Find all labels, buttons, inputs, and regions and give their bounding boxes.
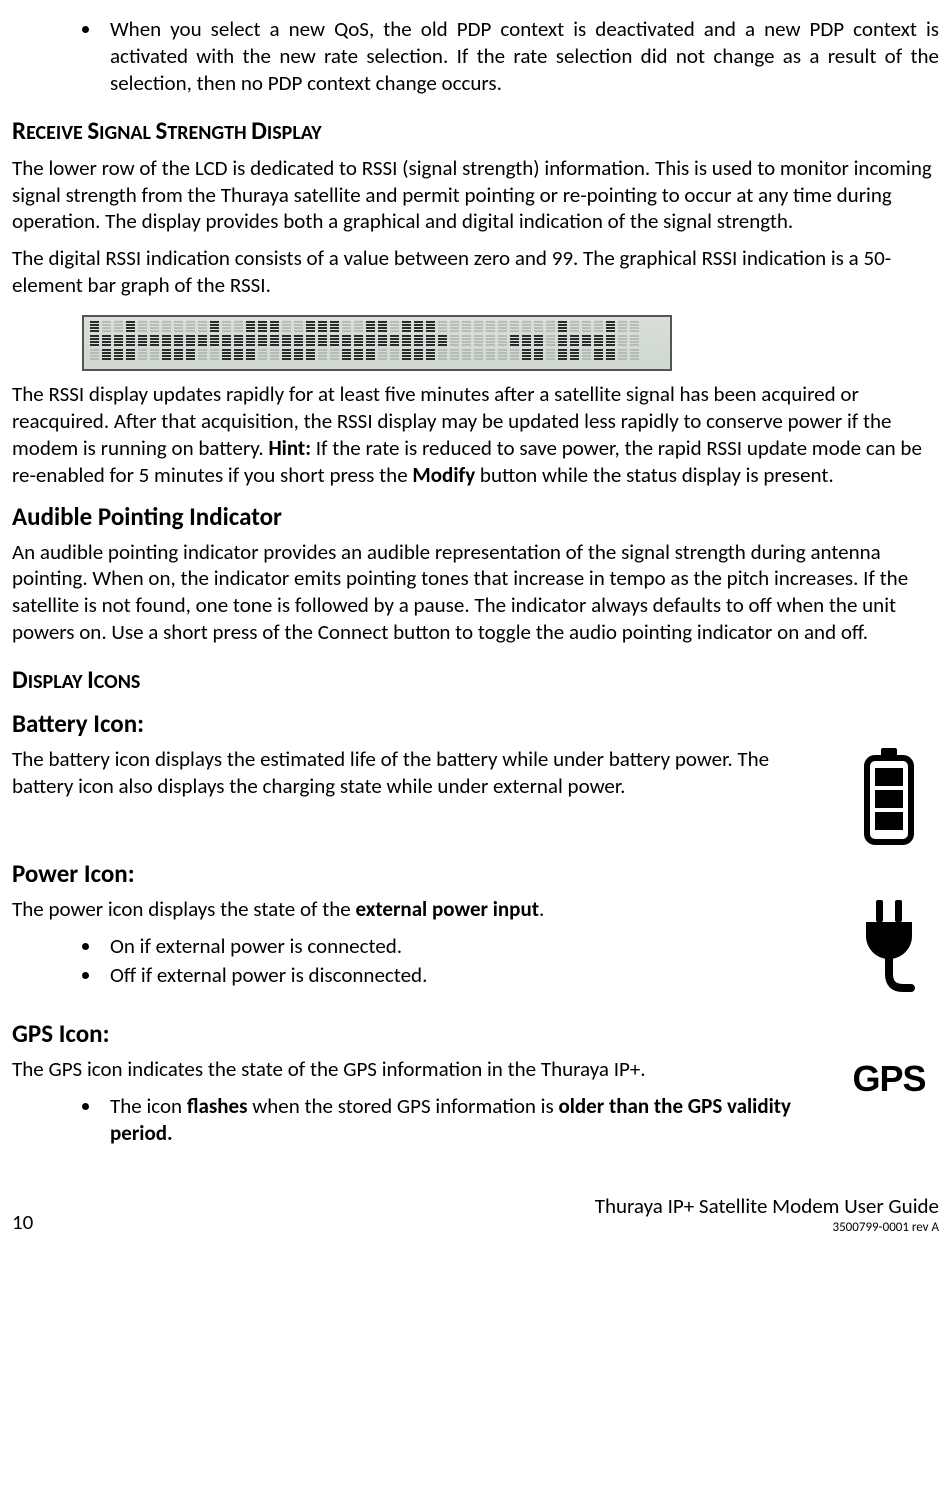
battery-icon	[859, 746, 919, 846]
plug-icon	[854, 896, 924, 1006]
heading-display-icons: DISPLAY ICONS	[12, 664, 939, 696]
battery-p: The battery icon displays the estimated …	[12, 746, 821, 800]
gps-b1: The icon flashes when the stored GPS inf…	[102, 1093, 821, 1147]
top-bullet-list: When you select a new QoS, the old PDP c…	[12, 16, 939, 97]
footer-title: Thuraya IP+ Satellite Modem User Guide	[595, 1193, 939, 1220]
lcd-rssi-display	[82, 315, 672, 371]
power-p: The power icon displays the state of the…	[12, 896, 821, 923]
heading-battery: Battery Icon:	[12, 708, 939, 740]
power-b1: On if external power is connected.	[102, 933, 821, 960]
audible-p: An audible pointing indicator provides a…	[12, 539, 939, 647]
page-footer: 10 Thuraya IP+ Satellite Modem User Guid…	[12, 1193, 939, 1237]
gps-p: The GPS icon indicates the state of the …	[12, 1056, 821, 1083]
heading-rssd: RECEIVE SIGNAL STRENGTH DISPLAY	[12, 115, 939, 147]
top-bullet: When you select a new QoS, the old PDP c…	[102, 16, 939, 97]
heading-gps: GPS Icon:	[12, 1018, 939, 1050]
footer-rev: 3500799-0001 rev A	[595, 1220, 939, 1237]
rssd-p2: The digital RSSI indication consists of …	[12, 245, 939, 299]
rssd-p3: The RSSI display updates rapidly for at …	[12, 381, 939, 489]
heading-audible: Audible Pointing Indicator	[12, 501, 939, 533]
gps-icon: GPS	[852, 1056, 925, 1102]
gps-bullets: The icon flashes when the stored GPS inf…	[12, 1093, 821, 1147]
page-number: 10	[12, 1209, 33, 1236]
heading-power: Power Icon:	[12, 858, 939, 890]
rssd-p1: The lower row of the LCD is dedicated to…	[12, 155, 939, 236]
power-bullets: On if external power is connected. Off i…	[12, 933, 821, 989]
power-b2: Off if external power is disconnected.	[102, 962, 821, 989]
